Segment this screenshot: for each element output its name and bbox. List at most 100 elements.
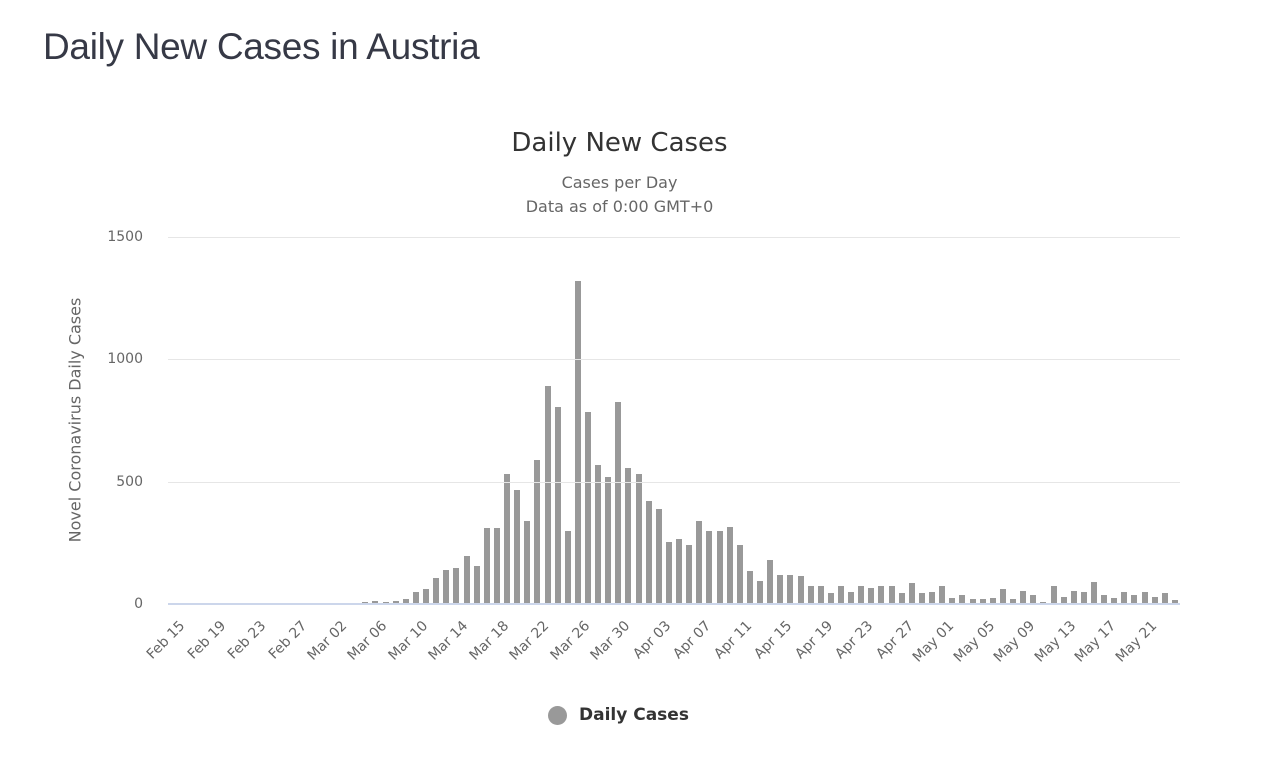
bar[interactable] xyxy=(898,593,905,604)
bar[interactable] xyxy=(625,468,632,604)
bar[interactable] xyxy=(453,568,460,604)
bar[interactable] xyxy=(999,589,1006,604)
bar[interactable] xyxy=(736,545,743,604)
bar[interactable] xyxy=(635,474,642,604)
bar[interactable] xyxy=(1010,599,1017,604)
y-tick-label: 1500 xyxy=(107,229,143,245)
bar[interactable] xyxy=(969,599,976,604)
bar[interactable] xyxy=(918,593,925,604)
bar[interactable] xyxy=(402,598,409,604)
bar[interactable] xyxy=(1121,591,1128,604)
bar[interactable] xyxy=(1020,590,1027,604)
bar[interactable] xyxy=(372,600,379,604)
bar[interactable] xyxy=(827,593,834,604)
x-axis-line xyxy=(168,603,1180,605)
bar[interactable] xyxy=(655,508,662,604)
bar[interactable] xyxy=(726,526,733,604)
bar[interactable] xyxy=(1101,595,1108,604)
chart-subtitle: Cases per Day xyxy=(561,173,678,192)
bar[interactable] xyxy=(1040,601,1047,604)
bar[interactable] xyxy=(757,580,764,604)
bar[interactable] xyxy=(746,570,753,604)
bar[interactable] xyxy=(989,597,996,604)
bar[interactable] xyxy=(605,476,612,604)
bar[interactable] xyxy=(706,530,713,604)
x-tick-label: Feb 27 xyxy=(265,618,310,663)
bar[interactable] xyxy=(645,501,652,604)
bar[interactable] xyxy=(858,585,865,604)
plot-area xyxy=(168,237,1180,604)
bar[interactable] xyxy=(524,520,531,604)
x-tick-label: Mar 18 xyxy=(466,618,513,664)
chart-data-timestamp: Data as of 0:00 GMT+0 xyxy=(525,197,714,216)
bar[interactable] xyxy=(1050,585,1057,604)
bar[interactable] xyxy=(716,530,723,604)
page-title: Daily New Cases in Austria xyxy=(43,26,480,67)
bar[interactable] xyxy=(888,585,895,604)
bar[interactable] xyxy=(1080,591,1087,604)
bar[interactable] xyxy=(433,577,440,604)
x-tick-label: Mar 22 xyxy=(506,618,553,664)
bar[interactable] xyxy=(584,411,591,604)
x-tick-label: Mar 14 xyxy=(425,618,472,664)
legend-item-daily-cases[interactable]: Daily Cases xyxy=(548,705,689,725)
bar[interactable] xyxy=(797,575,804,604)
bar[interactable] xyxy=(929,591,936,604)
x-tick-label: Mar 30 xyxy=(587,618,634,664)
x-tick-label: May 01 xyxy=(909,618,958,666)
bar[interactable] xyxy=(1171,600,1178,604)
bar[interactable] xyxy=(574,281,581,604)
bar[interactable] xyxy=(554,407,561,604)
bar[interactable] xyxy=(686,545,693,604)
bar[interactable] xyxy=(665,541,672,604)
bar[interactable] xyxy=(696,520,703,604)
bar[interactable] xyxy=(1151,596,1158,604)
x-tick-label: Apr 11 xyxy=(710,618,756,663)
bar[interactable] xyxy=(1060,596,1067,604)
bar[interactable] xyxy=(1070,590,1077,604)
bar[interactable] xyxy=(615,402,622,604)
x-tick-label: Apr 03 xyxy=(629,618,675,663)
bar[interactable] xyxy=(412,592,419,604)
bar[interactable] xyxy=(837,585,844,604)
bar[interactable] xyxy=(1131,595,1138,604)
bar[interactable] xyxy=(908,583,915,604)
bar[interactable] xyxy=(1030,595,1037,604)
bar[interactable] xyxy=(504,474,511,604)
x-tick-label: May 17 xyxy=(1071,618,1120,666)
x-tick-label: May 09 xyxy=(990,618,1039,666)
bar[interactable] xyxy=(564,530,571,604)
bar[interactable] xyxy=(949,597,956,604)
bar[interactable] xyxy=(1111,597,1118,604)
bar[interactable] xyxy=(777,574,784,604)
x-tick-label: May 21 xyxy=(1112,618,1160,666)
bar[interactable] xyxy=(544,386,551,604)
chart-title: Daily New Cases xyxy=(511,128,728,158)
bar[interactable] xyxy=(514,490,521,604)
bar[interactable] xyxy=(848,591,855,604)
bar[interactable] xyxy=(392,600,399,604)
x-tick-label: Apr 19 xyxy=(791,618,837,663)
bar[interactable] xyxy=(463,556,470,604)
bar[interactable] xyxy=(939,585,946,604)
bar[interactable] xyxy=(807,585,814,604)
bar[interactable] xyxy=(959,595,966,604)
bar[interactable] xyxy=(878,585,885,604)
bar[interactable] xyxy=(868,588,875,604)
bar[interactable] xyxy=(1161,593,1168,604)
bar[interactable] xyxy=(817,585,824,604)
bar[interactable] xyxy=(676,539,683,604)
bar[interactable] xyxy=(1090,581,1097,604)
bar[interactable] xyxy=(534,459,541,604)
bar[interactable] xyxy=(443,569,450,604)
bar[interactable] xyxy=(473,566,480,604)
bar[interactable] xyxy=(595,464,602,604)
bar[interactable] xyxy=(787,574,794,604)
x-tick-label: Mar 06 xyxy=(345,618,391,664)
bar[interactable] xyxy=(1141,591,1148,604)
bar[interactable] xyxy=(483,527,490,604)
bar[interactable] xyxy=(979,599,986,604)
bar[interactable] xyxy=(423,589,430,604)
bar[interactable] xyxy=(767,559,774,604)
bar[interactable] xyxy=(493,527,500,604)
